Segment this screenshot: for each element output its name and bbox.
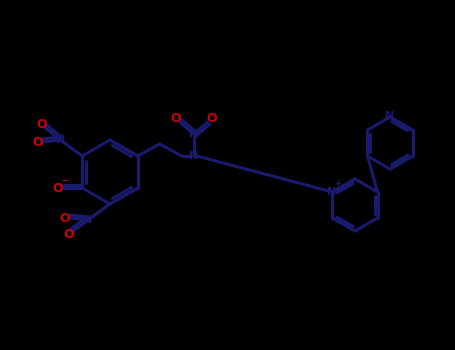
- Text: O: O: [171, 112, 181, 126]
- Text: O: O: [207, 112, 217, 126]
- Text: N: N: [56, 135, 65, 145]
- Text: +: +: [334, 178, 341, 188]
- Text: N: N: [189, 129, 198, 139]
- Text: −: −: [61, 176, 68, 186]
- Text: O: O: [64, 229, 74, 241]
- Text: O: O: [60, 211, 71, 224]
- Text: N: N: [385, 111, 394, 121]
- Text: N: N: [327, 187, 336, 197]
- Text: O: O: [36, 118, 46, 131]
- Text: N: N: [189, 151, 198, 161]
- Text: O: O: [32, 135, 43, 148]
- Text: N: N: [83, 215, 93, 225]
- Text: O: O: [52, 182, 63, 195]
